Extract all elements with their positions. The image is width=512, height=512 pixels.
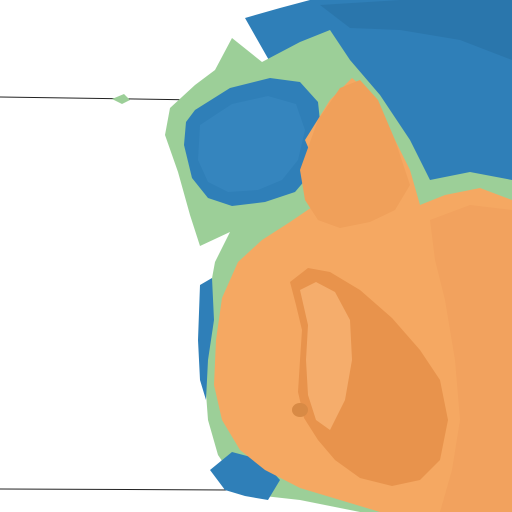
- orange-right-shade: [430, 205, 512, 512]
- cavity-tip: [292, 403, 308, 417]
- blue-left-sliver: [198, 278, 214, 400]
- blue-inner-pocket-shade: [198, 96, 305, 192]
- upper-guide-line: [0, 96, 201, 101]
- orange-inner-cavity-highlight: [300, 282, 352, 430]
- green-arrow-tip: [112, 94, 130, 104]
- orange-upper-flap: [300, 80, 410, 228]
- lower-guide-line: [0, 488, 231, 491]
- blue-surface-top-shade: [320, 0, 512, 60]
